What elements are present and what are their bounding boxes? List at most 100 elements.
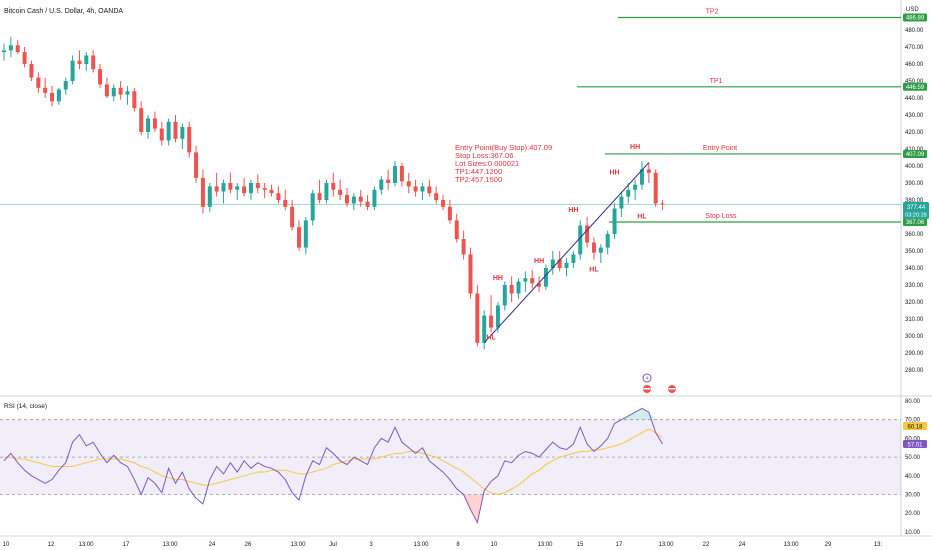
time-tick-label: 13:00: [413, 542, 429, 548]
candle: [36, 72, 41, 93]
candle: [489, 295, 494, 333]
candle-body: [331, 183, 336, 190]
candle-body: [242, 186, 247, 194]
info-tp1: TP1:447.1200: [455, 167, 502, 176]
rsi-indicator-label[interactable]: RSI (14, close): [4, 403, 47, 410]
price-tick-label: 310.00: [905, 317, 924, 323]
rsi-tick-label: 70.00: [905, 418, 921, 424]
candle-body: [585, 225, 590, 243]
rsi-overbought-fill: [614, 408, 656, 420]
candle-body: [111, 87, 116, 97]
candle-body: [283, 200, 288, 207]
price-tick-label: 450.00: [905, 79, 924, 85]
candle: [509, 276, 514, 302]
candle: [564, 257, 569, 277]
candle: [502, 281, 507, 311]
candle-body: [228, 183, 233, 190]
candle-body: [194, 152, 199, 178]
time-tick-label: 10: [491, 542, 498, 548]
candle: [276, 186, 281, 204]
level-label-3: Stop Loss: [705, 213, 737, 220]
event-icons[interactable]: [642, 373, 676, 393]
time-tick-label: 17: [123, 542, 130, 548]
candle-body: [605, 234, 610, 248]
candle: [70, 55, 75, 85]
candle: [393, 160, 398, 187]
current-price-badge-bg: [903, 202, 929, 219]
candle-body: [495, 305, 500, 328]
candle: [345, 188, 349, 207]
swing-label: HL: [589, 266, 599, 273]
candle-body: [365, 201, 370, 207]
candle: [91, 50, 96, 73]
price-axis[interactable]: 480.00 470.00 460.00 450.00 440.00 430.00 420.…: [905, 28, 924, 374]
candle-body: [509, 285, 514, 294]
candle-body: [324, 183, 329, 200]
candle-body: [22, 52, 27, 64]
candle-body: [173, 121, 178, 139]
candle: [200, 169, 205, 214]
flag-stripe-icon: [643, 388, 651, 390]
rsi-value-badge: 57.01: [903, 440, 927, 449]
info-lot: Lot Sizes:0.000021: [455, 159, 519, 168]
candle: [180, 123, 185, 149]
candle: [207, 183, 212, 212]
rsi-tick-label: 10.00: [905, 530, 921, 536]
level-badge-text-3: 367.06: [906, 220, 925, 226]
candle: [482, 310, 487, 350]
candle: [413, 179, 418, 197]
candle: [63, 77, 68, 95]
candle: [633, 179, 638, 200]
info-entry: Entry Point(Buy Stop):407.09: [455, 143, 552, 152]
candle: [331, 172, 336, 197]
swing-label: HH: [630, 144, 640, 151]
candle-body: [619, 196, 624, 209]
time-tick-label: 10: [3, 542, 10, 548]
level-badge-0: [903, 13, 927, 22]
rsi-series: [3, 407, 663, 525]
bar-countdown: 03:20:28: [905, 213, 926, 219]
time-tick-label: 26: [245, 542, 252, 548]
candle-body: [660, 203, 665, 205]
candle-body: [50, 92, 55, 102]
candle: [441, 194, 446, 211]
candle: [454, 213, 459, 243]
candle: [578, 220, 583, 260]
trade-levels[interactable]: TP2 486.89 TP1 446.59 Entry Point 407.09 Stop …: [0, 9, 927, 227]
candle-body: [166, 121, 171, 141]
candle-body: [207, 186, 212, 207]
candle-body: [132, 91, 137, 109]
rsi-ma-badge-bg: [903, 422, 927, 430]
candle: [248, 179, 253, 200]
rsi-axis[interactable]: 80.00 70.00 60.00 50.00 40.00 30.00 20.00 10.00: [905, 399, 921, 536]
candle: [468, 247, 473, 299]
trendline-segment[interactable]: [483, 162, 650, 344]
candle: [653, 169, 658, 207]
candle: [283, 189, 288, 211]
candle: [125, 86, 130, 105]
candle-body: [468, 254, 473, 294]
candle-body: [221, 183, 226, 192]
level-label-2: Entry Point: [703, 145, 737, 152]
time-axis[interactable]: 10 12 13:00 17 13:00 24 26 13:00 Jul 3 13:00 8 10 13:…: [3, 542, 883, 548]
candle-body: [63, 81, 68, 90]
candle: [530, 269, 535, 289]
trendline[interactable]: [483, 162, 650, 344]
candle-body: [537, 283, 542, 287]
candle: [646, 162, 651, 183]
candle: [22, 47, 27, 68]
price-tick-label: 330.00: [905, 283, 924, 289]
symbol-title[interactable]: Bitcoin Cash / U.S. Dollar, 4h, OANDA: [4, 8, 123, 15]
candle-body: [399, 166, 404, 182]
candle: [146, 115, 151, 139]
candle: [118, 81, 123, 100]
level-badge-text-2: 407.09: [906, 152, 925, 158]
candle-body: [187, 126, 192, 153]
candle: [598, 244, 603, 263]
price-tick-label: 430.00: [905, 113, 924, 119]
price-tick-label: 280.00: [905, 368, 924, 374]
swing-label: HH: [534, 258, 544, 265]
candle-body: [516, 281, 521, 294]
candle: [475, 285, 480, 347]
